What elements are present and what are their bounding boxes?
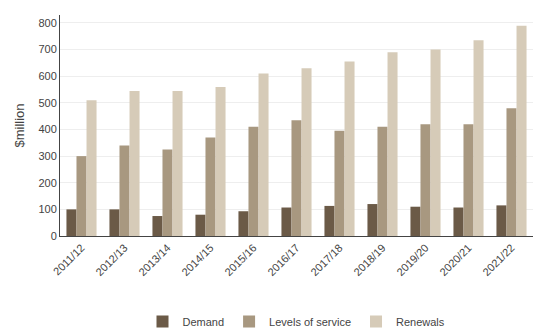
svg-text:300: 300	[38, 150, 56, 162]
svg-text:2012/13: 2012/13	[93, 242, 130, 279]
svg-text:2011/12: 2011/12	[51, 242, 87, 278]
svg-text:100: 100	[38, 203, 56, 215]
svg-text:500: 500	[38, 97, 56, 109]
svg-text:2020/21: 2020/21	[437, 242, 474, 279]
svg-text:400: 400	[38, 123, 56, 135]
svg-text:2019/20: 2019/20	[394, 242, 431, 279]
svg-text:Levels of service: Levels of service	[269, 316, 351, 328]
svg-text:$million: $million	[12, 103, 27, 147]
svg-text:Renewals: Renewals	[396, 316, 445, 328]
svg-text:2014/15: 2014/15	[179, 242, 216, 279]
svg-text:0: 0	[51, 230, 57, 242]
svg-text:2021/22: 2021/22	[480, 242, 517, 279]
svg-text:700: 700	[38, 43, 56, 55]
svg-text:2015/16: 2015/16	[222, 242, 259, 279]
svg-text:2013/14: 2013/14	[136, 242, 173, 279]
svg-text:Demand: Demand	[183, 316, 225, 328]
svg-text:2016/17: 2016/17	[265, 242, 302, 279]
svg-text:600: 600	[38, 70, 56, 82]
svg-text:2018/19: 2018/19	[351, 242, 388, 279]
svg-text:800: 800	[38, 17, 56, 29]
svg-text:2017/18: 2017/18	[308, 242, 345, 279]
svg-text:200: 200	[38, 177, 56, 189]
